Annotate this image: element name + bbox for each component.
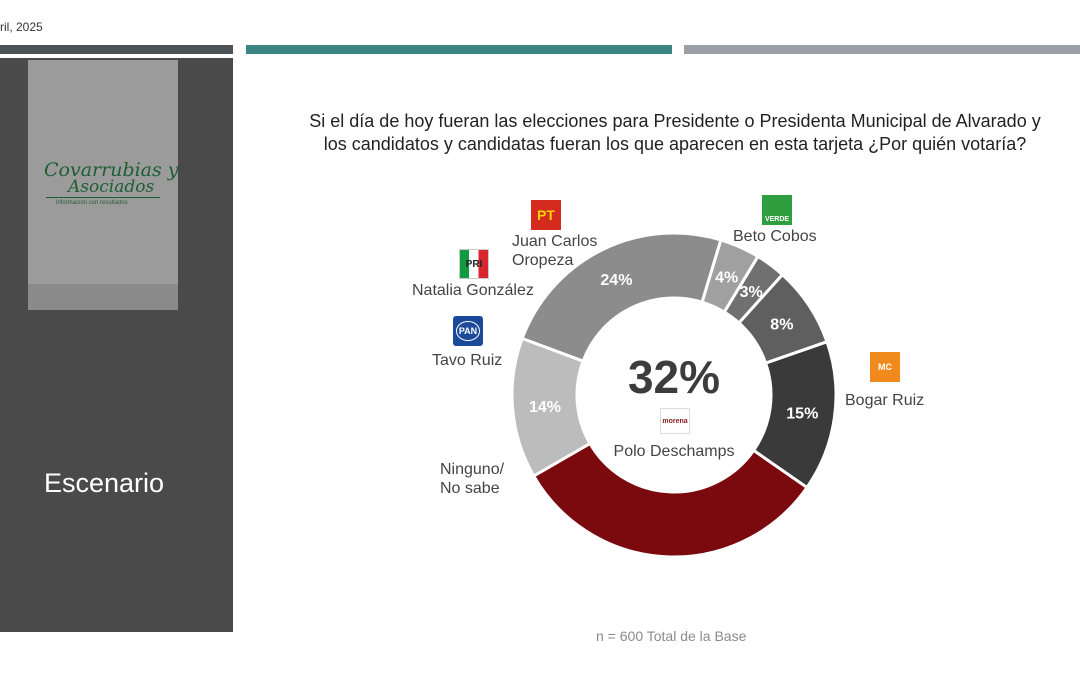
pan-logo-text: PAN	[455, 321, 481, 341]
label-ninguno-line2: No sabe	[440, 480, 500, 497]
sample-footnote: n = 600 Total de la Base	[596, 628, 747, 644]
date-text: ril, 2025	[0, 20, 43, 34]
slice-value-label-2: 8%	[770, 316, 793, 333]
pan-logo-icon: PAN	[453, 316, 483, 346]
slice-value-label-4: 4%	[715, 270, 738, 287]
label-natalia-gonzalez: Natalia González	[412, 282, 534, 299]
mc-logo-icon: MC	[870, 352, 900, 382]
company-logo: Covarrubias y Asociados información con …	[28, 60, 179, 310]
logo-rule	[46, 197, 160, 198]
logo-text-line1: Covarrubias y	[44, 159, 179, 181]
header-bar-dark	[0, 45, 233, 54]
logo-text-line2: Asociados	[68, 177, 155, 197]
center-label: Polo Deschamps	[613, 443, 735, 460]
header-bar-gray	[684, 45, 1080, 54]
logo-tagline: información con resultados	[56, 200, 128, 206]
label-tavo-ruiz: Tavo Ruiz	[432, 352, 503, 369]
slice-value-label-1: 15%	[786, 406, 818, 423]
center-value: 32%	[627, 351, 721, 403]
pri-logo-icon: PRI	[459, 249, 489, 279]
donut-slice-0	[531, 441, 810, 559]
label-ninguno-line1: Ninguno/	[440, 461, 505, 478]
label-bogar-ruiz: Bogar Ruiz	[845, 392, 925, 409]
label-juan-carlos-line1: Juan Carlos	[512, 233, 598, 250]
pt-logo-icon: PT	[531, 200, 561, 230]
logo-box-footer	[28, 284, 178, 310]
morena-logo-icon: morena	[660, 408, 690, 434]
donut-slice-6	[510, 336, 593, 479]
slice-value-label-3: 3%	[740, 284, 763, 301]
scenario-label: Escenario	[44, 468, 165, 498]
slice-value-label-6: 14%	[529, 399, 561, 416]
header-bar-teal	[246, 45, 672, 54]
label-juan-carlos-line2: Oropeza	[512, 252, 574, 269]
slice-value-label-5: 24%	[600, 272, 632, 289]
chart-title: Si el día de hoy fueran las elecciones p…	[309, 111, 1041, 154]
donut-slice-5	[520, 231, 723, 364]
verde-logo-icon: VERDE	[762, 195, 792, 225]
label-beto-cobos: Beto Cobos	[733, 228, 817, 245]
sidebar: Covarrubias y Asociados información con …	[0, 58, 233, 632]
